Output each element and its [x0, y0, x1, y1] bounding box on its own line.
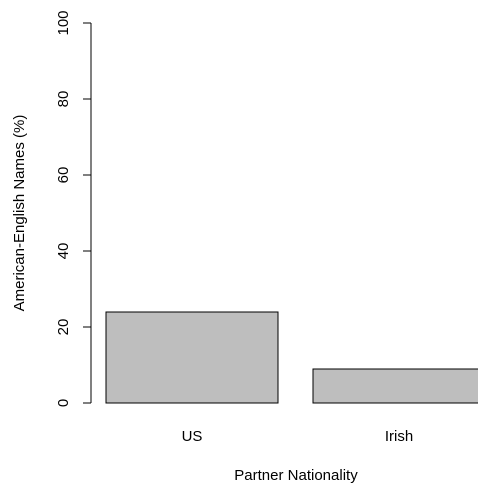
y-ticks: 0 20 40 60 80 100	[55, 10, 91, 407]
y-axis: 0 20 40 60 80 100	[55, 10, 92, 407]
bars	[105, 311, 478, 404]
y-axis-label: American-English Names (%)	[11, 115, 28, 312]
x-tick-label: US	[182, 428, 203, 445]
y-tick-label: 100	[55, 10, 72, 35]
y-tick-label: 80	[55, 91, 72, 108]
x-tick-labels: US Irish	[182, 428, 414, 445]
y-tick-label: 60	[55, 167, 72, 184]
bar-us	[105, 311, 279, 404]
y-tick-label: 0	[55, 399, 72, 407]
y-tick-label: 20	[55, 319, 72, 336]
x-tick-label: Irish	[385, 428, 413, 445]
bar-irish	[312, 368, 478, 404]
y-tick-label: 40	[55, 243, 72, 260]
x-axis-label: Partner Nationality	[234, 467, 358, 483]
